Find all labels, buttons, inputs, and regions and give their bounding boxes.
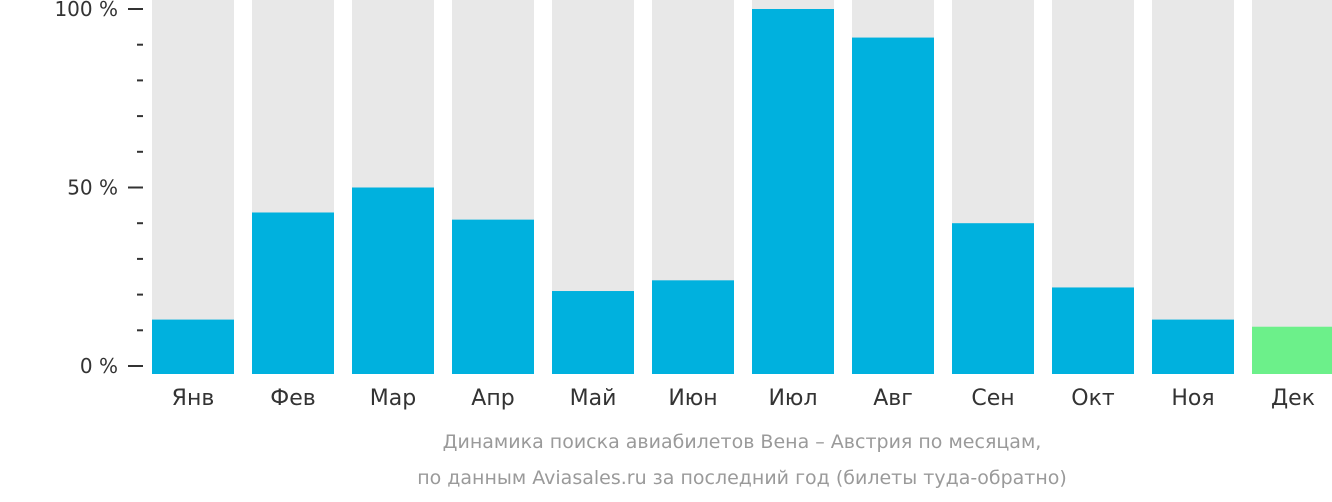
y-tick-label: 100 % bbox=[54, 0, 118, 21]
x-axis-labels: Янв Фев Мар Апр Май Июн Июл Авг Сен Окт Ноя Дек bbox=[172, 386, 1315, 411]
y-axis: 0 % 50 % 100 % bbox=[54, 0, 143, 378]
y-tick-label: 0 % bbox=[80, 354, 118, 378]
bar bbox=[1152, 319, 1234, 374]
bar bbox=[452, 219, 534, 374]
bar bbox=[252, 212, 334, 374]
x-tick-label: Июл bbox=[768, 386, 817, 411]
bar bbox=[352, 187, 434, 374]
y-tick-label: 50 % bbox=[67, 176, 118, 200]
bar bbox=[852, 37, 934, 375]
bar-track bbox=[1152, 0, 1234, 374]
x-tick-label: Окт bbox=[1071, 386, 1115, 411]
x-tick-label: Сен bbox=[971, 386, 1014, 411]
chart-caption-line-1: Динамика поиска авиабилетов Вена – Австр… bbox=[442, 431, 1042, 453]
bar-chart: 0 % 50 % 100 % Янв Фев Мар Апр Май Июн Июл Авг Сен… bbox=[54, 0, 1332, 411]
bar bbox=[752, 9, 834, 374]
x-tick-label: Янв bbox=[172, 386, 215, 411]
x-tick-label: Апр bbox=[471, 386, 514, 411]
chart-caption-line-2: по данным Aviasales.ru за последний год … bbox=[417, 467, 1067, 489]
bar-track bbox=[152, 0, 234, 374]
bar bbox=[552, 291, 634, 374]
x-tick-label: Фев bbox=[270, 386, 315, 411]
bar bbox=[952, 223, 1034, 374]
x-tick-label: Июн bbox=[668, 386, 717, 411]
bar bbox=[152, 319, 234, 374]
bar bbox=[652, 280, 734, 374]
x-tick-label: Авг bbox=[873, 386, 913, 411]
x-tick-label: Мар bbox=[370, 386, 416, 411]
bars bbox=[152, 9, 1332, 375]
bar bbox=[1252, 326, 1332, 374]
bar-track bbox=[1252, 0, 1332, 374]
x-tick-label: Дек bbox=[1271, 386, 1315, 411]
bar bbox=[1052, 287, 1134, 374]
x-tick-label: Ноя bbox=[1171, 386, 1214, 411]
x-tick-label: Май bbox=[570, 386, 617, 411]
